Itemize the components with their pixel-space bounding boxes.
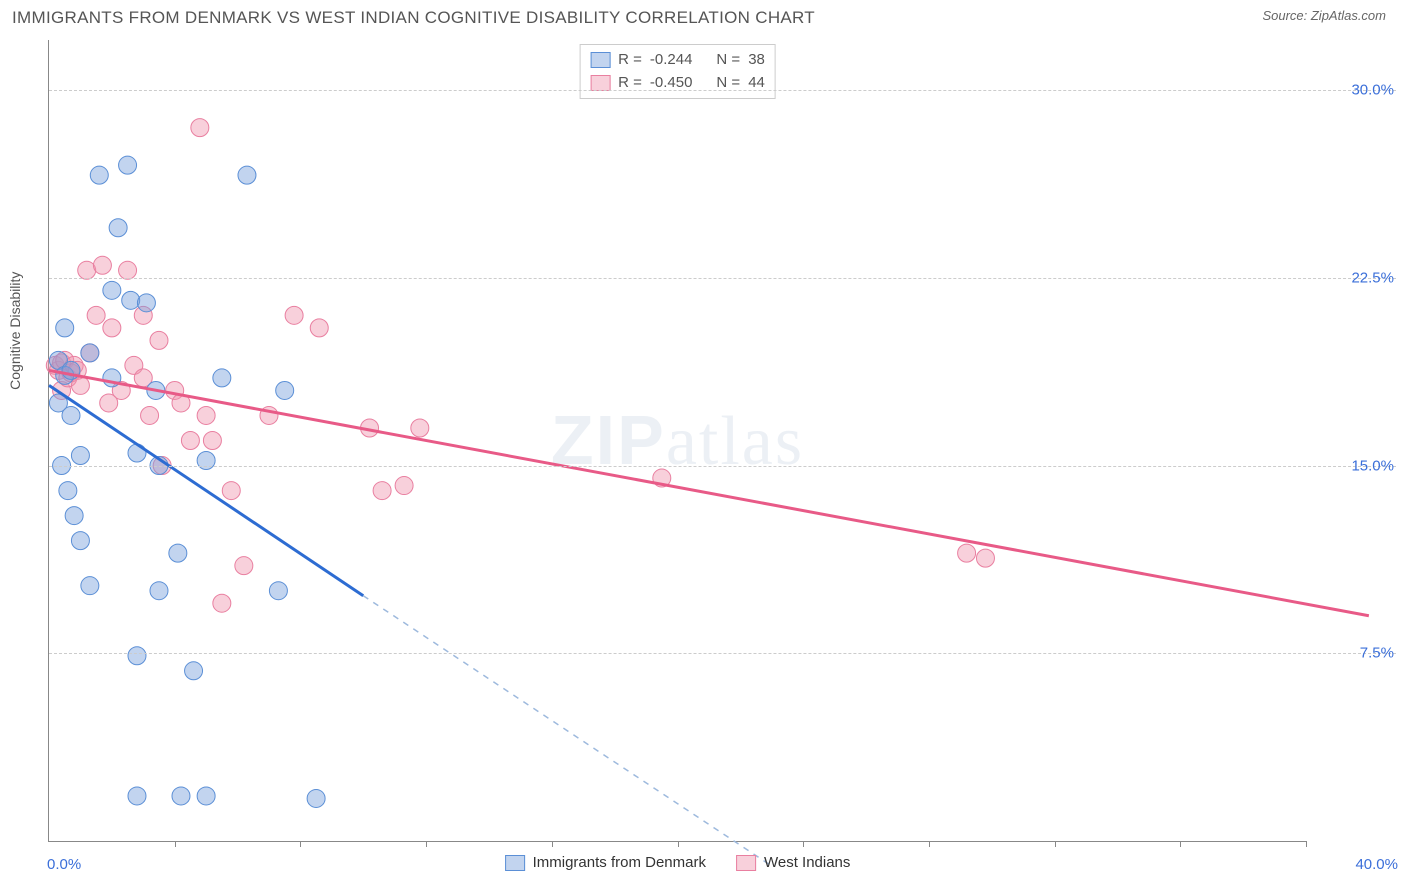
data-point [103, 319, 121, 337]
legend-row-denmark: R = -0.244 N = 38 [590, 49, 765, 72]
data-point [103, 281, 121, 299]
data-point [56, 319, 74, 337]
y-tick-label: 7.5% [1314, 645, 1394, 662]
data-point [310, 319, 328, 337]
data-point [128, 647, 146, 665]
x-tick [175, 841, 176, 847]
data-point [150, 331, 168, 349]
x-tick [1055, 841, 1056, 847]
data-point [71, 532, 89, 550]
chart-plot-area: Cognitive Disability ZIPatlas R = -0.244… [48, 40, 1306, 842]
data-point [269, 582, 287, 600]
data-point [150, 582, 168, 600]
data-point [78, 261, 96, 279]
grid-line-h [49, 466, 1396, 467]
x-tick [1306, 841, 1307, 847]
source-prefix: Source: [1262, 8, 1310, 23]
data-point [958, 544, 976, 562]
source-attribution: Source: ZipAtlas.com [1262, 8, 1386, 23]
data-point [373, 482, 391, 500]
data-point [128, 787, 146, 805]
data-point [65, 507, 83, 525]
data-point [71, 447, 89, 465]
grid-line-h [49, 278, 1396, 279]
data-point [395, 477, 413, 495]
data-point [276, 381, 294, 399]
scatter-plot-svg [49, 40, 1306, 841]
y-tick-label: 30.0% [1314, 82, 1394, 99]
data-point [307, 789, 325, 807]
chart-title: IMMIGRANTS FROM DENMARK VS WEST INDIAN C… [12, 8, 815, 28]
legend-item-westindians: West Indians [736, 854, 850, 871]
swatch-westindians [590, 75, 610, 91]
data-point [81, 344, 99, 362]
series-legend: Immigrants from Denmark West Indians [505, 854, 851, 871]
data-point [59, 482, 77, 500]
chart-header: IMMIGRANTS FROM DENMARK VS WEST INDIAN C… [0, 0, 1406, 32]
x-tick [929, 841, 930, 847]
x-tick [552, 841, 553, 847]
x-axis-max-label: 40.0% [1318, 856, 1398, 873]
grid-line-h [49, 653, 1396, 654]
data-point [203, 432, 221, 450]
data-point [411, 419, 429, 437]
data-point [87, 306, 105, 324]
data-point [119, 261, 137, 279]
data-point [197, 452, 215, 470]
y-axis-label: Cognitive Disability [7, 271, 23, 389]
r-label: R = [618, 49, 642, 72]
data-point [197, 406, 215, 424]
data-point [285, 306, 303, 324]
x-tick [803, 841, 804, 847]
data-point [141, 406, 159, 424]
swatch-westindians-bottom [736, 855, 756, 871]
data-point [81, 577, 99, 595]
data-point [222, 482, 240, 500]
data-point [238, 166, 256, 184]
y-tick-label: 22.5% [1314, 269, 1394, 286]
data-point [976, 549, 994, 567]
data-point [62, 406, 80, 424]
data-point [213, 369, 231, 387]
x-tick [678, 841, 679, 847]
data-point [122, 291, 140, 309]
data-point [197, 787, 215, 805]
x-tick [426, 841, 427, 847]
x-axis-min-label: 0.0% [47, 856, 81, 873]
trend-line [363, 596, 772, 866]
data-point [181, 432, 199, 450]
legend-label-westindians: West Indians [764, 854, 850, 871]
x-tick [1180, 841, 1181, 847]
data-point [213, 594, 231, 612]
n-label: N = [716, 49, 740, 72]
data-point [169, 544, 187, 562]
data-point [93, 256, 111, 274]
data-point [172, 787, 190, 805]
n-value-denmark: 38 [748, 49, 765, 72]
data-point [90, 166, 108, 184]
data-point [185, 662, 203, 680]
legend-label-denmark: Immigrants from Denmark [533, 854, 706, 871]
data-point [109, 219, 127, 237]
data-point [191, 119, 209, 137]
swatch-denmark [590, 52, 610, 68]
r-value-denmark: -0.244 [650, 49, 693, 72]
legend-item-denmark: Immigrants from Denmark [505, 854, 706, 871]
source-link[interactable]: ZipAtlas.com [1311, 8, 1386, 23]
data-point [119, 156, 137, 174]
data-point [137, 294, 155, 312]
x-tick [300, 841, 301, 847]
swatch-denmark-bottom [505, 855, 525, 871]
grid-line-h [49, 90, 1396, 91]
trend-line [49, 370, 1369, 615]
y-tick-label: 15.0% [1314, 457, 1394, 474]
data-point [235, 557, 253, 575]
